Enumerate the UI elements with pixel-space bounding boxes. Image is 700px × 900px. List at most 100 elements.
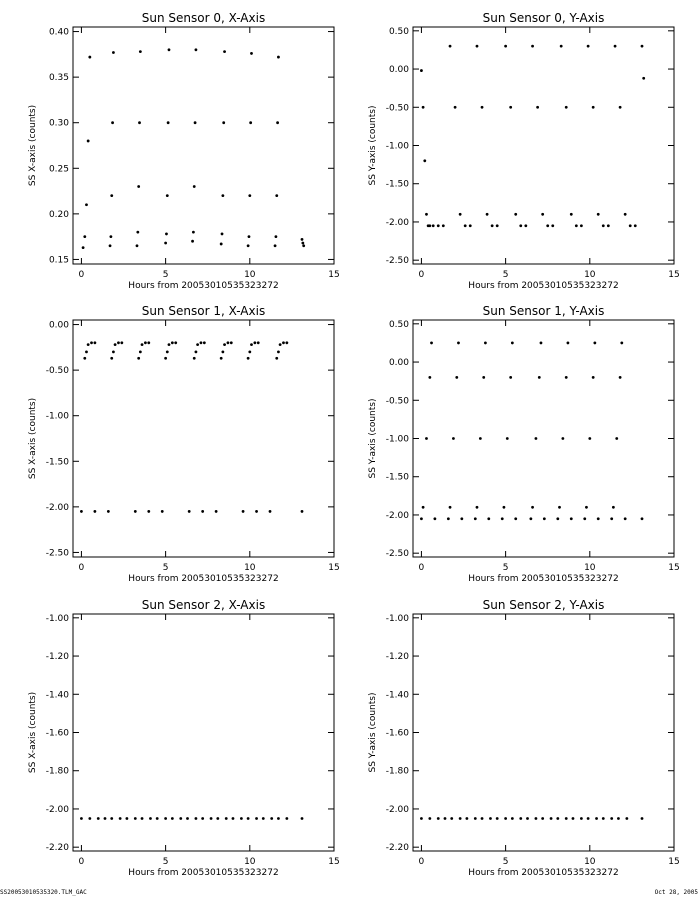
y-tick-label: -1.60 bbox=[46, 729, 70, 739]
data-point bbox=[214, 510, 218, 513]
data-point bbox=[586, 44, 590, 48]
x-tick-label: 5 bbox=[503, 270, 509, 280]
data-point bbox=[248, 194, 252, 198]
x-axis-label: Hours from 20053010535323272 bbox=[128, 574, 278, 584]
y-axis-label: SS Y-axis (counts) bbox=[368, 399, 378, 479]
y-tick-label: -2.00 bbox=[386, 511, 410, 521]
data-point bbox=[85, 350, 88, 354]
y-axis-label: SS X-axis (counts) bbox=[28, 105, 38, 186]
y-tick-label: 0.15 bbox=[49, 255, 69, 265]
data-point bbox=[448, 44, 452, 48]
x-tick-label: 15 bbox=[328, 563, 339, 573]
data-point bbox=[606, 224, 610, 228]
data-point bbox=[482, 375, 486, 379]
data-point bbox=[436, 817, 440, 820]
data-point bbox=[165, 350, 169, 354]
data-point bbox=[117, 341, 120, 345]
data-point bbox=[610, 517, 614, 521]
data-point bbox=[80, 510, 83, 513]
data-point bbox=[83, 356, 87, 360]
data-point bbox=[591, 105, 595, 109]
data-point bbox=[509, 105, 513, 109]
data-point bbox=[277, 350, 280, 354]
data-point bbox=[534, 437, 538, 440]
data-point bbox=[149, 817, 152, 820]
x-tick-label: 0 bbox=[79, 857, 85, 867]
data-point bbox=[250, 52, 253, 55]
data-point bbox=[628, 224, 632, 228]
data-point bbox=[239, 817, 243, 820]
data-point bbox=[623, 212, 627, 216]
data-point bbox=[219, 242, 223, 246]
footer-filename: SS20053010535320.TLM_GAC bbox=[0, 889, 87, 896]
data-point bbox=[93, 341, 97, 345]
data-point bbox=[216, 817, 220, 820]
data-point bbox=[458, 817, 462, 820]
data-point bbox=[615, 437, 619, 440]
data-point bbox=[446, 517, 450, 521]
data-series-0 bbox=[80, 341, 304, 513]
data-point bbox=[112, 350, 115, 354]
data-point bbox=[455, 375, 459, 379]
data-point bbox=[571, 817, 575, 820]
data-point bbox=[457, 341, 460, 345]
data-point bbox=[106, 510, 110, 513]
data-point bbox=[174, 341, 178, 345]
data-point bbox=[167, 48, 171, 52]
data-point bbox=[425, 437, 428, 440]
data-point bbox=[450, 817, 454, 820]
data-point bbox=[574, 224, 578, 228]
data-point bbox=[490, 224, 494, 228]
data-point bbox=[187, 510, 191, 513]
data-point bbox=[514, 212, 518, 216]
y-tick-label: -1.40 bbox=[46, 690, 70, 700]
data-point bbox=[282, 341, 285, 345]
data-point bbox=[165, 232, 168, 236]
data-point bbox=[111, 121, 114, 125]
chart-title: Sun Sensor 2, X-Axis bbox=[142, 598, 265, 612]
data-point bbox=[601, 817, 605, 820]
data-point bbox=[226, 341, 230, 345]
data-series-0 bbox=[420, 341, 644, 521]
x-tick-label: 0 bbox=[419, 857, 425, 867]
data-point bbox=[209, 817, 213, 820]
data-point bbox=[566, 341, 570, 345]
x-tick-label: 15 bbox=[328, 270, 339, 280]
data-point bbox=[618, 375, 622, 379]
data-point bbox=[460, 517, 464, 521]
y-tick-label: -1.00 bbox=[386, 435, 410, 445]
y-tick-label: -2.50 bbox=[46, 548, 70, 558]
data-point bbox=[268, 510, 272, 513]
data-point bbox=[170, 341, 174, 345]
y-tick-label: -1.00 bbox=[46, 614, 70, 624]
data-point bbox=[433, 517, 437, 521]
plot-frame bbox=[72, 319, 335, 558]
data-point bbox=[531, 44, 534, 48]
data-point bbox=[531, 505, 534, 509]
x-tick-label: 10 bbox=[244, 270, 256, 280]
data-point bbox=[221, 350, 225, 354]
data-point bbox=[96, 817, 100, 820]
data-point bbox=[546, 224, 550, 228]
data-point bbox=[90, 341, 93, 345]
data-point bbox=[579, 817, 583, 820]
data-point bbox=[473, 817, 477, 820]
data-point bbox=[558, 505, 561, 509]
data-point bbox=[487, 517, 491, 521]
data-point bbox=[246, 356, 250, 360]
data-point bbox=[611, 505, 615, 509]
data-point bbox=[593, 341, 597, 345]
footer-date: Oct 28, 2005 bbox=[654, 889, 698, 896]
chart-title: Sun Sensor 0, X-Axis bbox=[142, 11, 265, 25]
y-tick-label: 0.40 bbox=[49, 28, 69, 38]
data-point bbox=[441, 224, 445, 228]
data-point bbox=[640, 817, 644, 820]
data-point bbox=[166, 121, 170, 125]
data-point bbox=[534, 817, 538, 820]
data-point bbox=[640, 44, 644, 48]
data-point bbox=[256, 341, 260, 345]
data-point bbox=[164, 241, 168, 245]
data-point bbox=[430, 341, 433, 345]
y-tick-label: -1.20 bbox=[46, 652, 70, 662]
data-point bbox=[591, 375, 595, 379]
